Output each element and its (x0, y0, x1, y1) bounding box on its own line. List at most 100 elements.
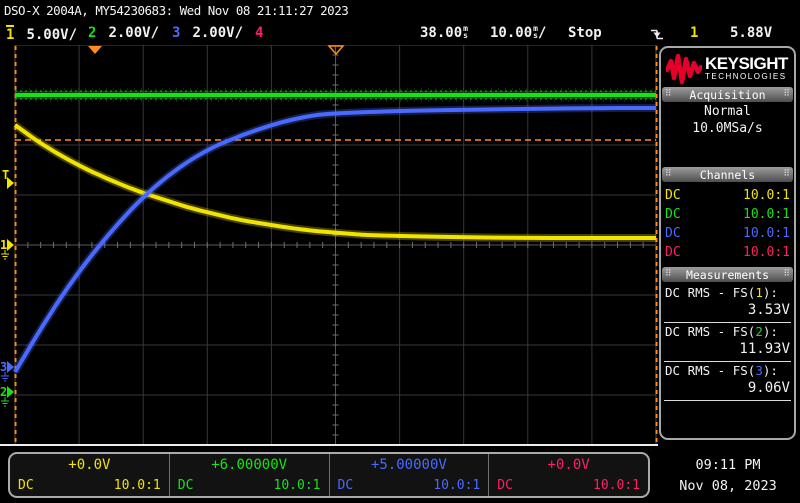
channel-3-status[interactable]: 3 2.00V/ (172, 25, 243, 41)
grip-icon: ⠿ (665, 169, 672, 179)
channel-2-row: DC 10.0:1 (665, 205, 790, 224)
clock: 09:11 PM Nov 08, 2023 (658, 455, 798, 497)
grip-icon: ⠿ (783, 89, 790, 99)
timebase-value: 10.00 (490, 25, 533, 41)
status-bar: 1 5.00V/ 2 2.00V/ 3 2.00V/ 4 38.00 m s 10.00 m… (0, 24, 800, 44)
channel-4-number: 4 (255, 25, 264, 41)
clock-date: Nov 08, 2023 (679, 478, 777, 494)
grip-icon: ⠿ (783, 269, 790, 279)
ground-label-ch2: 2 (0, 385, 7, 399)
ground-label-ch3: 3 (0, 360, 7, 374)
trigger-level-readout[interactable]: 5.88V (730, 25, 773, 41)
channel-2-coupling: DC (665, 207, 681, 222)
channel-4-status[interactable]: 4 (255, 25, 275, 41)
trigger-source[interactable]: 1 (690, 25, 699, 41)
trace-ch1 (13, 123, 656, 240)
measurement-value: 3.53V (747, 302, 790, 318)
measurement-item: DC RMS - FS(2): 11.93V (664, 323, 791, 362)
channels-title: Channels (699, 167, 756, 182)
channel-3-coupling: DC (665, 226, 681, 241)
softkey-menu: +0.0V DC 10.0:1 +6.00000V DC 10.0:1 +5.000… (8, 452, 650, 498)
clock-time: 09:11 PM (695, 457, 761, 473)
measurements-title: Measurements (685, 267, 770, 282)
falling-edge-trigger-icon (651, 29, 663, 40)
channel-3-probe: 10.0:1 (743, 226, 790, 241)
channel-1-probe: 10.0:1 (743, 188, 790, 203)
acquisition-mode: Normal (704, 104, 751, 119)
measurement-value: 11.93V (739, 341, 790, 357)
channel-1-coupling: DC (18, 478, 34, 493)
channel-2-number: 2 (88, 25, 97, 41)
timebase-readout[interactable]: 10.00 m s / (490, 25, 546, 41)
delay-readout[interactable]: 38.00 m s (420, 25, 468, 41)
softkey-channel-2[interactable]: +6.00000V DC 10.0:1 (170, 454, 330, 496)
keysight-logo: KEYSIGHT TECHNOLOGIES (666, 51, 791, 86)
channel-1-offset: +0.0V (68, 457, 111, 473)
channel-1-probe: 10.0:1 (113, 478, 161, 493)
grip-icon: ⠿ (665, 89, 672, 99)
measurement-item: DC RMS - FS(1): 3.53V (664, 284, 791, 323)
logo-brand-text: KEYSIGHT (705, 54, 788, 73)
channel-4-coupling: DC (665, 245, 681, 260)
softkey-channel-1[interactable]: +0.0V DC 10.0:1 (10, 454, 170, 496)
channel-2-probe: 10.0:1 (273, 478, 321, 493)
time-reference-marker (327, 45, 345, 56)
ground-arrow-ch3 (7, 361, 14, 373)
acquisition-header[interactable]: ⠿ Acquisition ⠿ (662, 87, 793, 102)
channel-3-offset: +5.00000V (370, 457, 447, 473)
channel-1-status[interactable]: 1 5.00V/ (6, 25, 77, 43)
waveform-graticule[interactable]: T 1 3 2 (0, 45, 660, 445)
measurement-value: 9.06V (747, 380, 790, 396)
channel-3-scale: 2.00V/ (192, 25, 244, 41)
measurements-list: DC RMS - FS(1): 3.53V DC RMS - FS(2): 11… (664, 284, 791, 401)
channels-header[interactable]: ⠿ Channels ⠿ (662, 167, 793, 182)
channel-2-status[interactable]: 2 2.00V/ (88, 25, 159, 41)
graticule-divider (0, 444, 658, 446)
channel-2-coupling: DC (177, 478, 194, 493)
channel-1-scale: 5.00V/ (26, 27, 78, 43)
ground-label-ch1: 1 (0, 238, 7, 252)
ground-arrow-ch2 (7, 386, 14, 398)
channel-3-number: 3 (172, 25, 181, 41)
channel-4-probe: 10.0:1 (593, 478, 640, 493)
channel-3-row: DC 10.0:1 (665, 224, 790, 243)
ground-arrow-ch1 (7, 239, 14, 251)
channel-1-coupling: DC (665, 188, 681, 203)
channel-1-row: DC 10.0:1 (665, 186, 790, 205)
channel-4-probe: 10.0:1 (743, 245, 790, 260)
ground-symbol-ch1 (1, 250, 9, 260)
measurements-header[interactable]: ⠿ Measurements ⠿ (662, 267, 793, 282)
logo-sub-text: TECHNOLOGIES (705, 72, 787, 81)
ground-symbol-ch2 (1, 397, 9, 407)
channel-3-coupling: DC (337, 478, 354, 493)
graticule-border (14, 45, 657, 445)
delay-value: 38.00 (420, 25, 463, 41)
trigger-time-marker (88, 46, 102, 54)
ground-symbol-ch3 (1, 372, 9, 382)
acquisition-title: Acquisition (689, 87, 766, 102)
channel-2-scale: 2.00V/ (108, 25, 160, 41)
channel-3-probe: 10.0:1 (433, 478, 481, 493)
keysight-spark-icon (666, 53, 702, 84)
channel-2-offset: +6.00000V (211, 457, 288, 473)
grip-icon: ⠿ (665, 269, 672, 279)
softkey-channel-4[interactable]: +0.0V DC 10.0:1 (489, 454, 648, 496)
trigger-level-label: T (2, 168, 9, 182)
measurement-item: DC RMS - FS(3): 9.06V (664, 362, 791, 401)
channel-4-row: DC 10.0:1 (665, 243, 790, 262)
channel-2-probe: 10.0:1 (743, 207, 790, 222)
channel-1-number: 1 (6, 25, 15, 43)
softkey-channel-3[interactable]: +5.00000V DC 10.0:1 (330, 454, 490, 496)
title-bar: DSO-X 2004A, MY54230683: Wed Nov 08 21:1… (4, 3, 349, 18)
sidebar: KEYSIGHT TECHNOLOGIES ⠿ Acquisition ⠿ No… (659, 46, 796, 440)
run-state[interactable]: Stop (568, 25, 602, 41)
channel-4-coupling: DC (497, 478, 513, 493)
trigger-level-arrow (7, 177, 14, 189)
acquisition-body: Normal 10.0MSa/s (661, 103, 794, 137)
timebase-slash: / (537, 25, 547, 41)
trace-ch3 (13, 106, 656, 374)
sample-rate: 10.0MSa/s (692, 121, 763, 136)
